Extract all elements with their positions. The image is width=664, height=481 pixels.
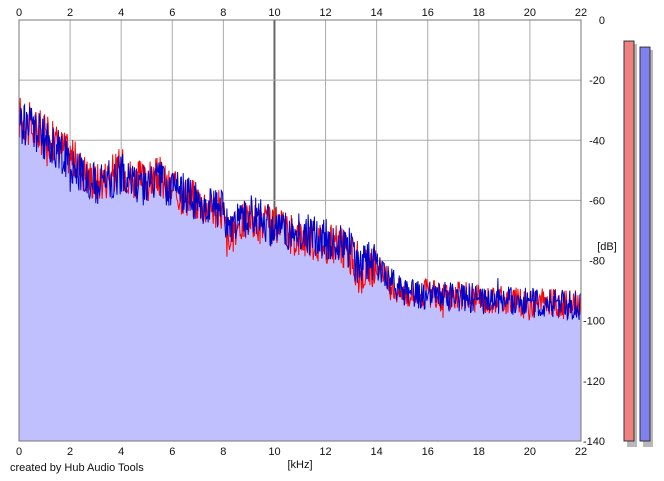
x-tick-label-bottom: 4 [118,446,124,458]
x-tick-label-bottom: 0 [16,446,22,458]
level-meter-blue [639,46,651,442]
tick-labels: 002244668810101212141416161818202022220-… [16,7,605,458]
level-meter-red [623,40,635,442]
spectrum-series [18,97,582,322]
x-tick-label-bottom: 16 [422,446,434,458]
y-tick-label: -100 [583,316,605,328]
x-tick-label-top: 0 [16,7,22,19]
x-tick-label-bottom: 10 [268,446,280,458]
x-tick-label-bottom: 2 [67,446,73,458]
y-tick-label: 0 [599,15,605,27]
spectrum-fill [19,97,581,441]
x-tick-label-bottom: 12 [319,446,331,458]
x-tick-label-top: 12 [319,7,331,19]
y-tick-label: -20 [589,75,605,87]
x-tick-label-bottom: 6 [169,446,175,458]
y-tick-label: -120 [583,376,605,388]
x-tick-label-top: 14 [371,7,383,19]
x-tick-label-top: 4 [118,7,124,19]
y-tick-label: -60 [589,195,605,207]
y-tick-label: -80 [589,256,605,268]
x-tick-label-top: 18 [473,7,485,19]
x-tick-label-bottom: 14 [371,446,383,458]
y-tick-label: -40 [589,135,605,147]
spectrum-fill-area [19,97,581,441]
x-tick-label-top: 8 [220,7,226,19]
level-meters [623,40,653,448]
x-tick-label-top: 2 [67,7,73,19]
x-tick-label-top: 22 [575,7,587,19]
x-tick-label-top: 16 [422,7,434,19]
series-line-blue [18,102,582,322]
x-tick-label-bottom: 8 [220,446,226,458]
x-tick-label-top: 20 [524,7,536,19]
credit-text: created by Hub Audio Tools [10,462,144,474]
x-tick-label-bottom: 22 [575,446,587,458]
x-tick-label-top: 10 [268,7,280,19]
x-tick-label-bottom: 18 [473,446,485,458]
plot-frame [18,19,582,442]
x-tick-label-bottom: 20 [524,446,536,458]
y-axis-label: [dB] [597,241,617,253]
x-axis-label: [kHz] [287,459,312,471]
y-tick-label: -140 [583,436,605,448]
x-tick-label-top: 6 [169,7,175,19]
